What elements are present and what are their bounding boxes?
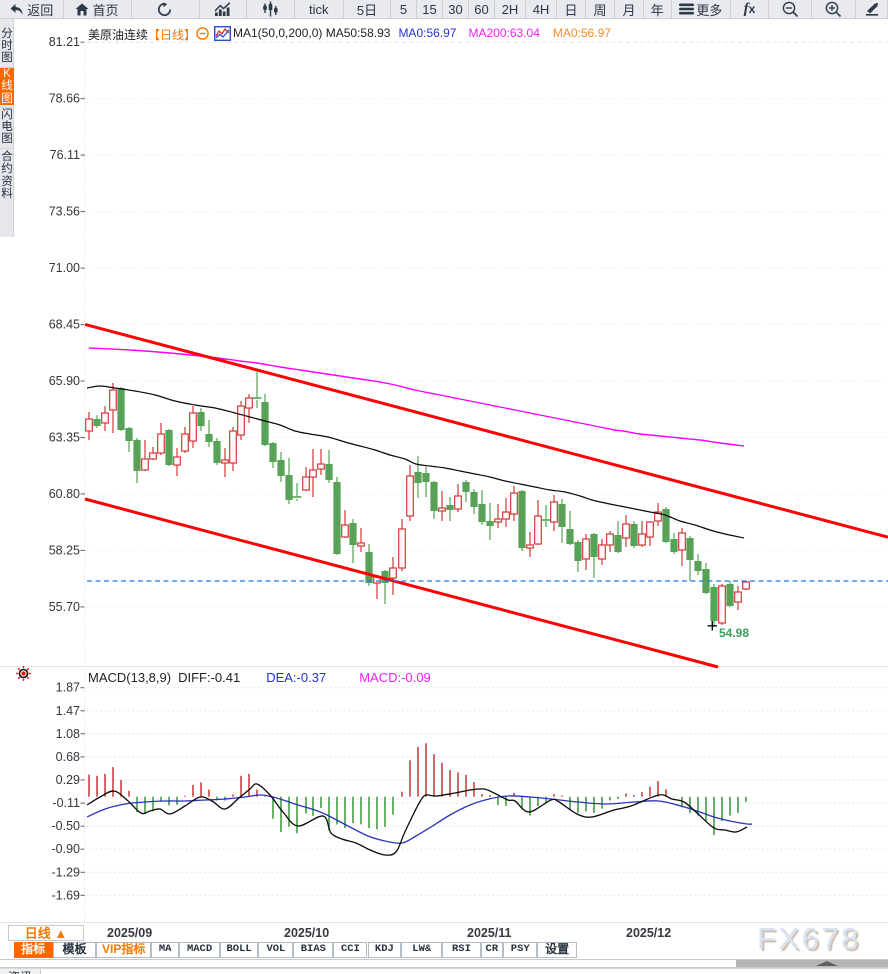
- svg-text:-0.50: -0.50: [52, 819, 81, 833]
- svg-text:65.90: 65.90: [49, 374, 80, 388]
- svg-text:1.87: 1.87: [56, 681, 80, 695]
- svg-text:71.00: 71.00: [49, 261, 80, 275]
- svg-text:78.66: 78.66: [49, 92, 80, 106]
- svg-text:58.25: 58.25: [49, 543, 80, 557]
- svg-text:-0.90: -0.90: [52, 842, 81, 856]
- svg-text:-1.29: -1.29: [52, 865, 81, 879]
- svg-text:-0.11: -0.11: [52, 796, 80, 810]
- svg-text:68.45: 68.45: [49, 318, 80, 332]
- svg-text:81.21: 81.21: [49, 35, 80, 49]
- svg-text:73.56: 73.56: [49, 205, 80, 219]
- svg-text:1.47: 1.47: [56, 704, 80, 718]
- svg-text:76.11: 76.11: [50, 148, 80, 162]
- svg-text:55.70: 55.70: [49, 600, 80, 614]
- svg-text:63.35: 63.35: [49, 431, 80, 445]
- svg-text:54.98: 54.98: [719, 626, 749, 640]
- svg-text:-1.69: -1.69: [52, 888, 81, 902]
- svg-text:0.29: 0.29: [56, 773, 80, 787]
- svg-text:0.68: 0.68: [56, 750, 80, 764]
- svg-text:60.80: 60.80: [49, 487, 80, 501]
- svg-text:1.08: 1.08: [56, 727, 80, 741]
